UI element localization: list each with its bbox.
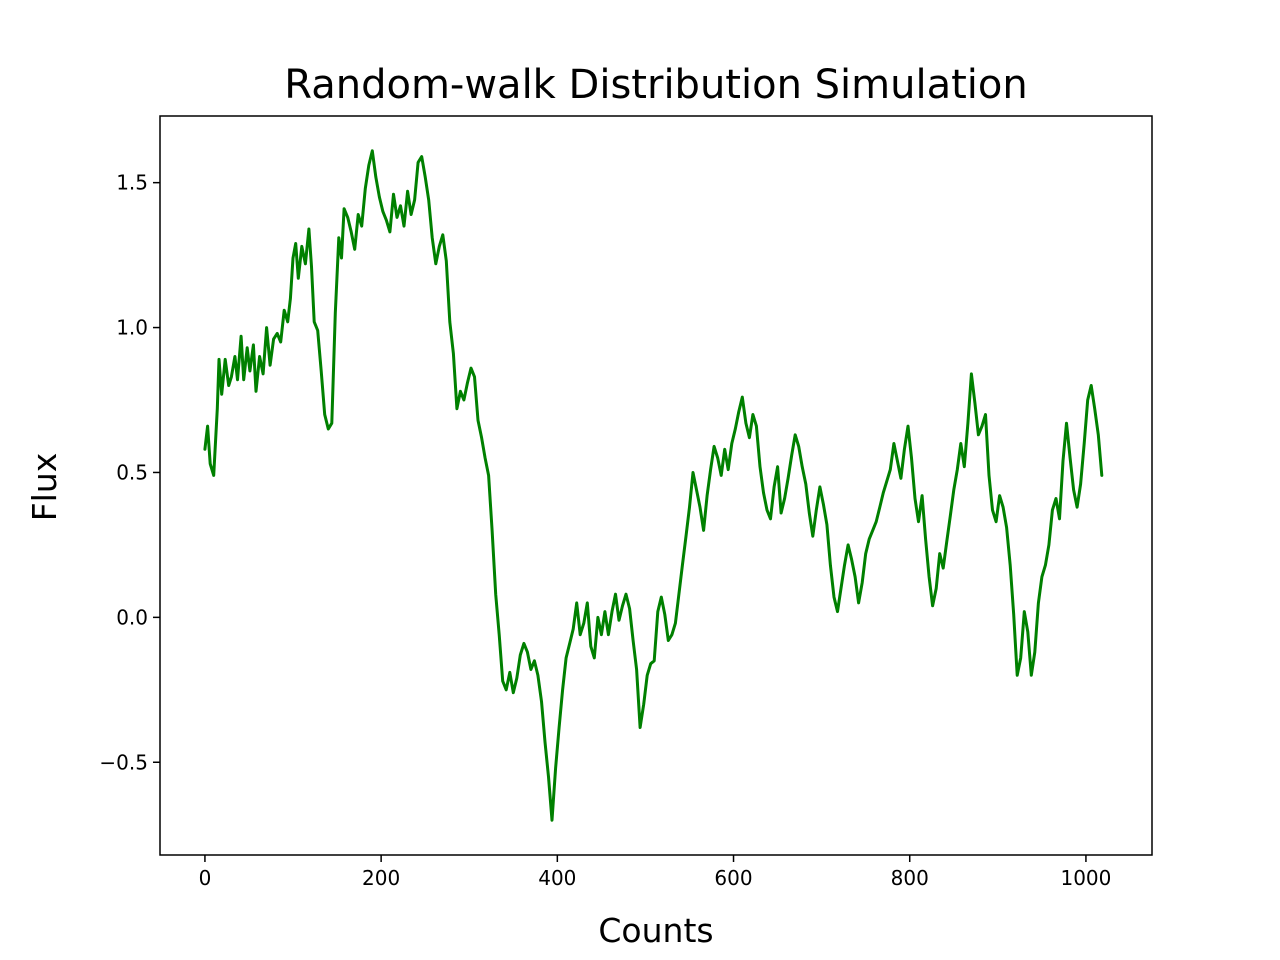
- data-series-line: [203, 149, 1104, 822]
- x-tick-label: 400: [538, 866, 576, 890]
- y-tick-label: 1.5: [116, 171, 148, 195]
- y-axis: −0.5 0.0 0.5 1.0 1.5: [99, 171, 160, 774]
- chart-title: Random-walk Distribution Simulation: [284, 62, 1027, 108]
- x-tick-label: 800: [891, 866, 929, 890]
- y-axis-label: Flux: [25, 453, 64, 522]
- x-tick-label: 0: [199, 866, 212, 890]
- x-tick-label: 1000: [1060, 866, 1111, 890]
- plot-area: [159, 115, 1153, 856]
- axes-frame: [159, 115, 1153, 856]
- x-axis-label: Counts: [598, 911, 713, 950]
- y-tick-label: 0.5: [116, 460, 148, 484]
- x-tick-label: 200: [362, 866, 400, 890]
- y-tick-label: −0.5: [99, 750, 148, 774]
- x-tick-label: 600: [714, 866, 752, 890]
- y-tick-label: 0.0: [116, 605, 148, 629]
- y-tick-label: 1.0: [116, 316, 148, 340]
- x-axis: 0 200 400 600 800 1000: [199, 855, 1111, 890]
